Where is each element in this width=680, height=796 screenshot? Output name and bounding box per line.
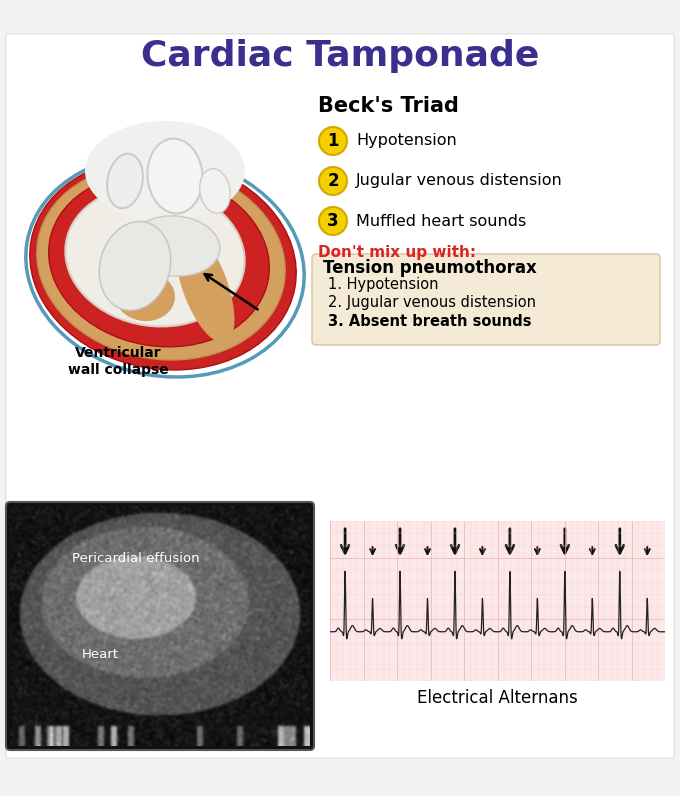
Ellipse shape [85, 121, 245, 221]
Text: 3. Absent breath sounds: 3. Absent breath sounds [328, 314, 532, 329]
Ellipse shape [175, 229, 235, 343]
Text: 3: 3 [327, 212, 339, 230]
Ellipse shape [115, 271, 175, 321]
Text: Beck's Triad: Beck's Triad [318, 96, 459, 116]
Text: Hypotension: Hypotension [356, 134, 457, 149]
Ellipse shape [37, 164, 285, 360]
Ellipse shape [65, 185, 245, 326]
Ellipse shape [148, 139, 203, 213]
Circle shape [319, 207, 347, 235]
Ellipse shape [30, 158, 296, 370]
Text: 2. Jugular venous distension: 2. Jugular venous distension [328, 295, 536, 310]
FancyBboxPatch shape [312, 254, 660, 345]
Ellipse shape [200, 169, 231, 213]
Circle shape [319, 127, 347, 155]
Text: Tension pneumothorax: Tension pneumothorax [323, 259, 537, 277]
FancyBboxPatch shape [330, 521, 665, 681]
Circle shape [319, 167, 347, 195]
FancyBboxPatch shape [6, 502, 314, 750]
Ellipse shape [107, 154, 143, 209]
Text: Muffled heart sounds: Muffled heart sounds [356, 213, 526, 228]
FancyBboxPatch shape [6, 34, 674, 758]
Text: Heart: Heart [82, 648, 118, 661]
Text: Pericardial effusion: Pericardial effusion [72, 552, 200, 565]
Text: 2: 2 [327, 172, 339, 190]
Text: 1. Hypotension: 1. Hypotension [328, 278, 439, 292]
Ellipse shape [99, 221, 171, 310]
Ellipse shape [130, 216, 220, 276]
Text: Electrical Alternans: Electrical Alternans [417, 689, 578, 707]
Text: Cardiac Tamponade: Cardiac Tamponade [141, 39, 539, 73]
Text: Ventricular
wall collapse: Ventricular wall collapse [67, 346, 169, 377]
Text: Don't mix up with:: Don't mix up with: [318, 245, 476, 260]
Text: 1: 1 [327, 132, 339, 150]
Text: Jugular venous distension: Jugular venous distension [356, 174, 563, 189]
Ellipse shape [49, 174, 269, 347]
